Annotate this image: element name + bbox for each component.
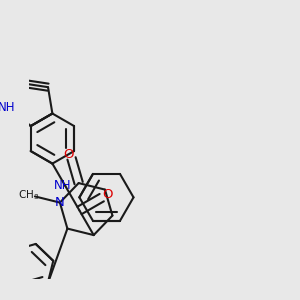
Text: NH: NH [0, 101, 15, 114]
Text: O: O [64, 148, 74, 161]
Text: CH$_3$: CH$_3$ [18, 188, 39, 202]
Text: N: N [55, 196, 65, 209]
Text: NH: NH [54, 179, 71, 192]
Text: O: O [102, 188, 112, 201]
